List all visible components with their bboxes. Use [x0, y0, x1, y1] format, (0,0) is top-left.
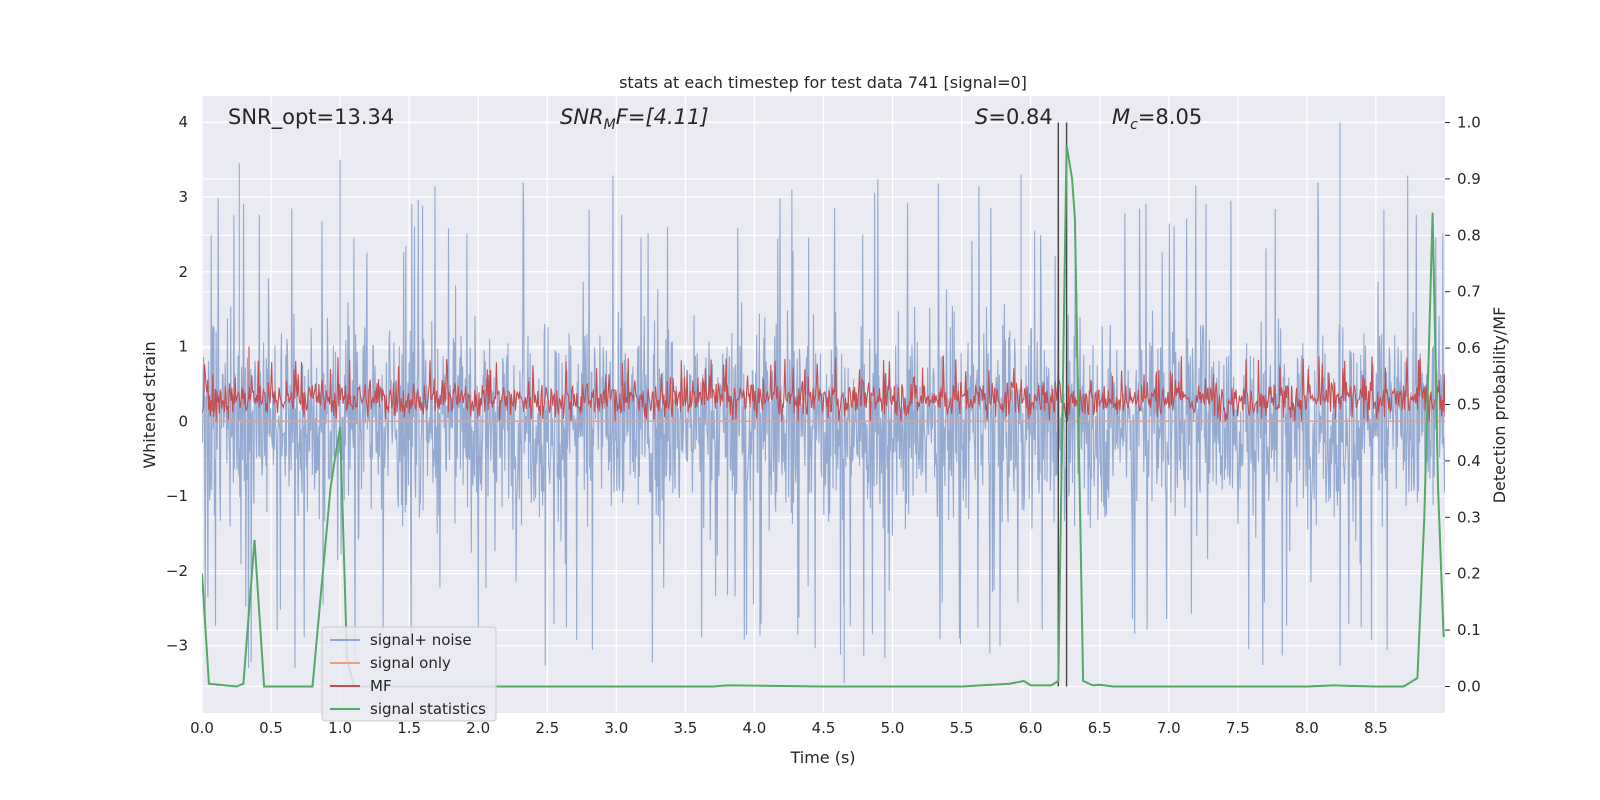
s-rest: =0.84 [988, 105, 1052, 129]
y-tick-label: 0 [178, 412, 188, 430]
right-y-tick-label: 0.2 [1457, 565, 1481, 583]
y-tick-label: −1 [166, 487, 188, 505]
chart-title: stats at each timestep for test data 741… [619, 73, 1027, 92]
x-tick-label: 8.0 [1295, 719, 1319, 737]
legend-label-signal-statistics: signal statistics [370, 700, 486, 718]
legend-box [321, 626, 497, 722]
x-tick-label: 0.5 [259, 719, 283, 737]
right-y-tick-label: 0.7 [1457, 283, 1481, 301]
x-tick-label: 6.0 [1019, 719, 1043, 737]
annotation-s: S=0.84 [975, 105, 1053, 129]
x-tick-label: 3.0 [604, 719, 628, 737]
right-y-tick-label: 0.6 [1457, 339, 1481, 357]
y-tick-label: 2 [178, 263, 188, 281]
right-y-tick-label: 0.0 [1457, 677, 1481, 695]
y-tick-label: 1 [178, 338, 188, 356]
x-tick-label: 8.5 [1364, 719, 1388, 737]
right-y-tick-label: 0.5 [1457, 396, 1481, 414]
x-tick-label: 1.0 [328, 719, 352, 737]
x-tick-label: 3.5 [673, 719, 697, 737]
x-tick-label: 1.5 [397, 719, 421, 737]
y-tick-label: −2 [166, 562, 188, 580]
snr-mf-rest: F=[4.11] [616, 105, 709, 129]
event-markers [1057, 122, 1068, 687]
x-tick-label: 7.0 [1157, 719, 1181, 737]
series-signal-noise [202, 122, 1445, 684]
series-signal-statistics [202, 144, 1445, 688]
right-y-axis-label: Detection probability/MF [1490, 307, 1509, 504]
y-tick-label: 3 [178, 188, 188, 206]
snr-mf-sub: M [604, 117, 616, 133]
legend-label-mf: MF [370, 677, 392, 695]
x-tick-label: 7.5 [1226, 719, 1250, 737]
y-tick-labels: 4 3 2 1 0 −1 −2 −3 [166, 113, 188, 655]
x-tick-label: 5.5 [950, 719, 974, 737]
y-tick-label: −3 [166, 637, 188, 655]
right-y-tick-label: 0.8 [1457, 226, 1481, 244]
x-tick-labels: 0.0 0.5 1.0 1.5 2.0 2.5 3.0 3.5 4.0 4.5 5.0 5.5 6.0 6… [190, 719, 1388, 737]
x-tick-label: 2.0 [466, 719, 490, 737]
mc-main: M [1112, 105, 1130, 129]
annotation-mc: Mc=8.05 [1112, 105, 1202, 133]
x-tick-label: 5.0 [881, 719, 905, 737]
annotation-snr-opt: SNR_opt=13.34 [228, 105, 394, 130]
x-axis-label: Time (s) [789, 748, 855, 767]
right-y-tick-label: 0.1 [1457, 621, 1481, 639]
x-tick-label: 2.5 [535, 719, 559, 737]
x-tick-label: 0.0 [190, 719, 214, 737]
x-tick-label: 4.5 [812, 719, 836, 737]
right-y-tick-label: 1.0 [1457, 114, 1481, 132]
right-y-tick-label: 0.4 [1457, 452, 1481, 470]
annotation-snr-mf: SNRMF=[4.11] [560, 105, 709, 133]
mc-rest: =8.05 [1138, 105, 1202, 129]
right-y-tick-label: 0.3 [1457, 508, 1481, 526]
y-tick-label: 4 [178, 113, 188, 131]
legend-label-signal-only: signal only [370, 654, 451, 672]
legend: signal+ noise signal only MF signal stat… [321, 626, 497, 722]
s-main: S [975, 105, 988, 129]
legend-label-signal-noise: signal+ noise [370, 631, 472, 649]
mc-sub: c [1130, 117, 1138, 133]
y-axis-label: Whitened strain [140, 341, 159, 468]
x-tick-label: 6.5 [1088, 719, 1112, 737]
series-mf [202, 346, 1445, 422]
right-y-tick-label: 0.9 [1457, 170, 1481, 188]
snr-mf-main: SNR [560, 105, 604, 129]
x-tick-label: 4.0 [743, 719, 767, 737]
right-y-tick-labels: 1.0 0.9 0.8 0.7 0.6 0.5 0.4 0.3 0.2 0.1 0.0 [1445, 114, 1481, 695]
